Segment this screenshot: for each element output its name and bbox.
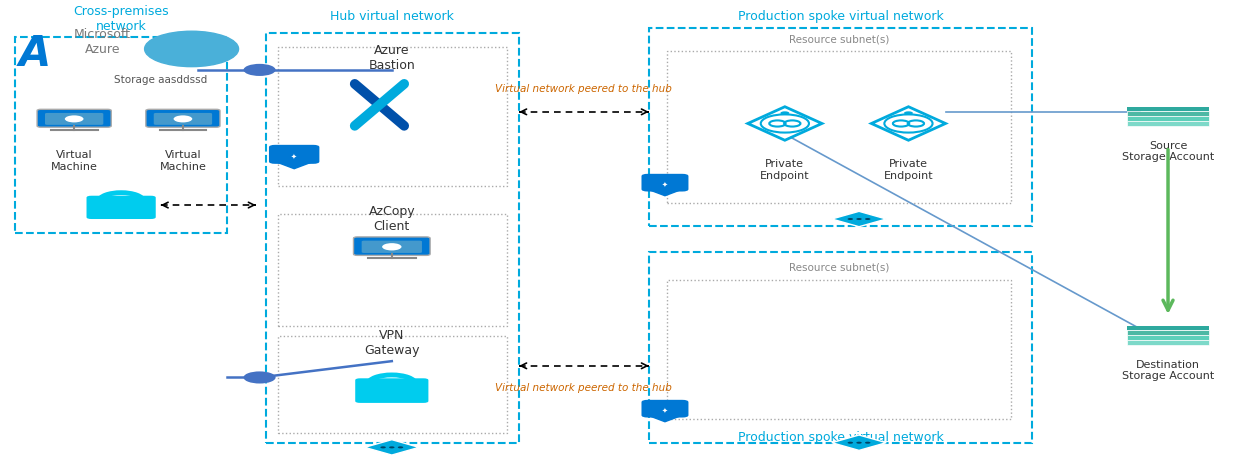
Circle shape bbox=[760, 115, 808, 132]
Text: Virtual network peered to the hub: Virtual network peered to the hub bbox=[494, 83, 672, 94]
Text: Storage aasddssd: Storage aasddssd bbox=[114, 75, 208, 85]
Text: Virtual network peered to the hub: Virtual network peered to the hub bbox=[494, 383, 672, 393]
FancyBboxPatch shape bbox=[1127, 121, 1209, 126]
Text: Production spoke virtual network: Production spoke virtual network bbox=[738, 10, 943, 23]
Circle shape bbox=[382, 243, 402, 250]
Circle shape bbox=[865, 442, 870, 444]
Text: Private
Endpoint: Private Endpoint bbox=[884, 159, 933, 181]
Text: Microsoft
Azure: Microsoft Azure bbox=[74, 28, 131, 56]
FancyBboxPatch shape bbox=[1127, 111, 1209, 116]
FancyBboxPatch shape bbox=[44, 113, 104, 125]
Text: Source
Storage Account: Source Storage Account bbox=[1122, 141, 1214, 162]
Text: Destination
Storage Account: Destination Storage Account bbox=[1122, 360, 1214, 381]
FancyBboxPatch shape bbox=[362, 240, 421, 253]
Text: A: A bbox=[19, 33, 51, 75]
FancyBboxPatch shape bbox=[269, 145, 319, 164]
FancyBboxPatch shape bbox=[37, 110, 111, 127]
Text: Azure
Bastion: Azure Bastion bbox=[368, 44, 415, 72]
Text: ✦: ✦ bbox=[662, 408, 667, 413]
Text: Cross-premises
network: Cross-premises network bbox=[73, 5, 169, 33]
Circle shape bbox=[145, 31, 239, 67]
FancyBboxPatch shape bbox=[353, 237, 430, 255]
Text: VPN
Gateway: VPN Gateway bbox=[365, 329, 419, 356]
FancyBboxPatch shape bbox=[1127, 107, 1209, 111]
FancyBboxPatch shape bbox=[87, 196, 156, 219]
FancyBboxPatch shape bbox=[641, 400, 688, 418]
Text: Resource subnet(s): Resource subnet(s) bbox=[789, 34, 890, 45]
Circle shape bbox=[848, 442, 853, 444]
Circle shape bbox=[243, 371, 276, 384]
Circle shape bbox=[857, 218, 861, 220]
Text: Resource subnet(s): Resource subnet(s) bbox=[789, 263, 890, 273]
Text: Production spoke virtual network: Production spoke virtual network bbox=[738, 431, 943, 444]
Circle shape bbox=[398, 446, 403, 448]
FancyBboxPatch shape bbox=[1127, 330, 1209, 335]
Circle shape bbox=[857, 442, 861, 444]
Polygon shape bbox=[276, 162, 313, 169]
Text: Virtual
Machine: Virtual Machine bbox=[51, 150, 98, 171]
Text: DNS: DNS bbox=[178, 44, 205, 54]
Circle shape bbox=[243, 64, 276, 76]
Circle shape bbox=[904, 111, 913, 115]
Polygon shape bbox=[648, 189, 682, 196]
Circle shape bbox=[389, 446, 394, 448]
FancyBboxPatch shape bbox=[1127, 335, 1209, 340]
Text: Virtual
Machine: Virtual Machine bbox=[159, 150, 206, 171]
Circle shape bbox=[173, 116, 193, 123]
Circle shape bbox=[848, 218, 853, 220]
Polygon shape bbox=[832, 435, 886, 450]
Circle shape bbox=[381, 446, 386, 448]
FancyBboxPatch shape bbox=[1127, 116, 1209, 121]
Text: Private
Endpoint: Private Endpoint bbox=[760, 159, 810, 181]
Text: AzCopy
Client: AzCopy Client bbox=[368, 205, 415, 233]
FancyBboxPatch shape bbox=[153, 113, 213, 125]
Circle shape bbox=[884, 115, 932, 132]
Circle shape bbox=[64, 116, 84, 123]
Text: ✦: ✦ bbox=[292, 153, 297, 159]
FancyBboxPatch shape bbox=[146, 110, 220, 127]
Circle shape bbox=[865, 218, 870, 220]
Polygon shape bbox=[832, 212, 886, 226]
Text: ✦: ✦ bbox=[662, 182, 667, 187]
Text: Hub virtual network: Hub virtual network bbox=[330, 10, 454, 23]
FancyBboxPatch shape bbox=[1127, 340, 1209, 345]
FancyBboxPatch shape bbox=[641, 174, 688, 192]
Circle shape bbox=[780, 111, 790, 115]
Polygon shape bbox=[648, 415, 682, 422]
FancyBboxPatch shape bbox=[1127, 326, 1209, 330]
FancyBboxPatch shape bbox=[355, 378, 429, 403]
Polygon shape bbox=[365, 440, 419, 455]
